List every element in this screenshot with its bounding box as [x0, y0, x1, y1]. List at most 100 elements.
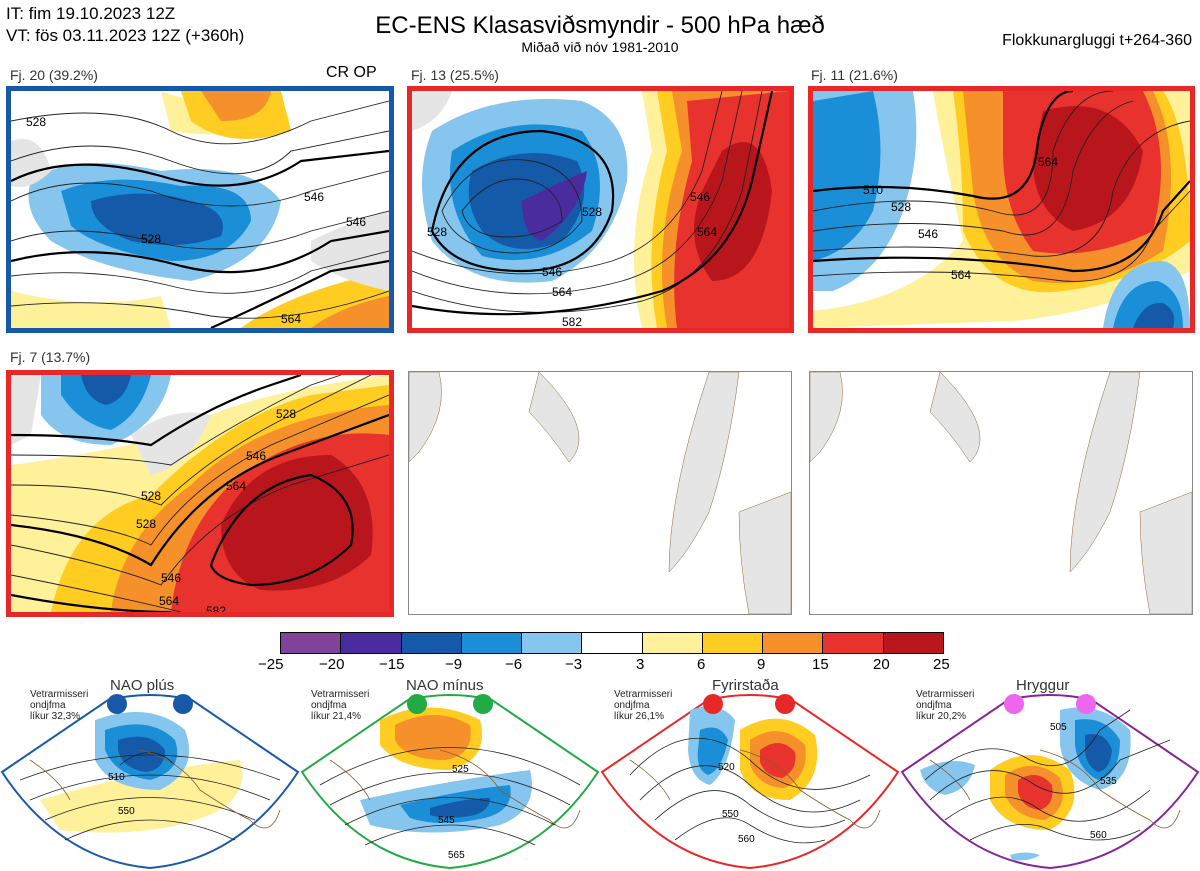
contour-label: 528	[141, 489, 161, 503]
contour-label: 528	[276, 407, 296, 421]
regime-3-dots	[703, 694, 795, 714]
colorbar-tick: 6	[697, 656, 706, 673]
contour-label: 546	[246, 449, 266, 463]
regime-indicator-dot	[703, 694, 723, 714]
contour-label: 525	[452, 764, 469, 775]
panel-1-label: Fj. 20 (39.2%)	[10, 67, 98, 83]
colorbar-tick: −25	[258, 656, 284, 673]
colorbar-tick: −6	[505, 656, 523, 673]
contour-label: 528	[136, 517, 156, 531]
regime-2-title: NAO mínus	[406, 677, 484, 694]
contour-label: 505	[1050, 722, 1067, 733]
regime-4-map: 505 535 560	[900, 694, 1200, 870]
valid-time: VT: fös 03.11.2023 12Z (+360h)	[6, 26, 245, 45]
classification-window: Flokkunargluggi t+264-360	[1002, 32, 1192, 49]
regime-indicator-dot	[407, 694, 427, 714]
contour-label: 564	[951, 268, 971, 282]
regime-1-map: 510 550	[0, 694, 300, 870]
contour-label: 510	[108, 772, 125, 783]
colorbar-tick: 20	[873, 656, 890, 673]
cluster-map-2: 528 528 546 546 564 564 582	[407, 86, 794, 333]
contour-label: 582	[562, 315, 582, 328]
regime-indicator-dot	[775, 694, 795, 714]
empty-map-5	[408, 371, 792, 615]
panel-4-label: Fj. 7 (13.7%)	[10, 349, 91, 365]
panel-3-label: Fj. 11 (21.6%)	[811, 67, 898, 83]
colorbar-tick: −20	[319, 656, 345, 673]
contour-label: 545	[438, 815, 455, 826]
colorbar-swatch	[823, 633, 884, 653]
contour-label: 550	[118, 806, 135, 817]
panel-2-label: Fj. 13 (25.5%)	[411, 67, 499, 83]
colorbar-swatch	[763, 633, 824, 653]
cluster-map-3: 510 528 546 564 564	[808, 86, 1195, 333]
contour-label: 528	[891, 200, 911, 214]
contour-label: 560	[738, 834, 755, 845]
regime-4-meta: Vetrarmisseri ondjfma líkur 20,2%	[916, 689, 975, 722]
colorbar-tick: −9	[445, 656, 463, 673]
regime-2-map: 525 545 565	[300, 694, 600, 870]
regime-2-meta: Vetrarmisseri ondjfma líkur 21,4%	[311, 689, 370, 722]
contour-label: 564	[697, 225, 717, 239]
contour-label: 528	[427, 225, 447, 239]
contour-label: 535	[1100, 776, 1117, 787]
contour-label: 528	[26, 115, 46, 129]
empty-map-6	[809, 371, 1193, 615]
contour-label: 564	[552, 285, 572, 299]
colorbar-swatch	[461, 633, 523, 653]
colorbar-swatch	[401, 633, 462, 653]
contour-label: 546	[542, 265, 562, 279]
contour-label: 510	[863, 183, 883, 197]
contour-label: 546	[918, 227, 938, 241]
issue-time: IT: fim 19.10.2023 12Z	[6, 4, 176, 23]
contour-label: 528	[582, 205, 602, 219]
contour-label: 546	[690, 190, 710, 204]
regime-3-meta: Vetrarmisseri ondjfma líkur 26,1%	[614, 689, 673, 722]
contour-label: 546	[346, 215, 366, 229]
contour-label: 550	[722, 809, 739, 820]
colorbar-swatch	[883, 633, 943, 653]
contour-label: 582	[206, 604, 226, 612]
regime-1-dots	[107, 694, 193, 714]
contour-label: 560	[1090, 830, 1107, 841]
regime-indicator-dot	[1004, 694, 1024, 714]
regime-indicator-dot	[473, 694, 493, 714]
page-title: EC-ENS Klasasviðsmyndir - 500 hPa hæð	[375, 12, 825, 39]
panel-1-tag: CR OP	[326, 64, 377, 81]
contour-label: 564	[159, 594, 179, 608]
contour-label: 565	[448, 850, 465, 861]
colorbar	[280, 632, 944, 654]
colorbar-tick: 15	[812, 656, 829, 673]
regime-indicator-dot	[173, 694, 193, 714]
colorbar-tick: −15	[379, 656, 405, 673]
contour-label: 546	[161, 571, 181, 585]
cluster-map-4: 528 546 564 528 528 546 564 582	[6, 370, 394, 617]
regime-4-dots	[1004, 694, 1096, 714]
regime-indicator-dot	[1076, 694, 1096, 714]
regime-1-title: NAO plús	[110, 677, 175, 694]
colorbar-swatch	[702, 633, 764, 653]
colorbar-swatch	[281, 633, 342, 653]
colorbar-tick: −3	[565, 656, 583, 673]
colorbar-swatch	[341, 633, 402, 653]
colorbar-tick: 25	[933, 656, 950, 673]
colorbar-swatch	[522, 633, 583, 653]
colorbar-swatch	[642, 633, 703, 653]
regime-4-title: Hryggur	[1016, 677, 1070, 694]
contour-label: 564	[226, 479, 246, 493]
page-subtitle: Miðað við nóv 1981-2010	[521, 39, 679, 55]
cluster-map-1: 528 546 528 546 564	[6, 86, 394, 333]
regime-3-title: Fyrirstaða	[712, 677, 779, 694]
regime-2-dots	[407, 694, 493, 714]
regime-1-meta: Vetrarmisseri ondjfma líkur 32,3%	[30, 689, 89, 722]
colorbar-tick: 9	[757, 656, 766, 673]
contour-label: 520	[718, 762, 735, 773]
regime-3-map: 520 550 560	[600, 694, 900, 870]
contour-label: 564	[1038, 155, 1058, 169]
contour-label: 546	[304, 190, 324, 204]
contour-label: 564	[281, 312, 301, 326]
colorbar-swatch	[582, 633, 643, 653]
contour-label: 528	[141, 232, 161, 246]
colorbar-tick: 3	[636, 656, 645, 673]
regime-indicator-dot	[107, 694, 127, 714]
